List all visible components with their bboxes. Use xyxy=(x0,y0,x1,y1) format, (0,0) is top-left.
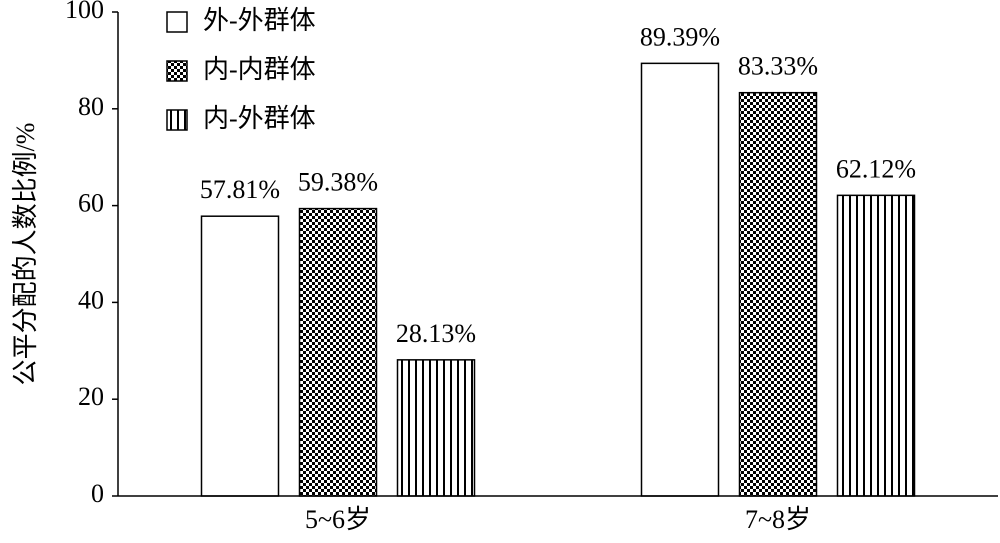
bar xyxy=(200,215,280,497)
value-label: 62.12% xyxy=(836,154,916,183)
bar xyxy=(640,62,720,497)
y-axis-label: 公平分配的人数比例/% xyxy=(11,123,40,386)
y-tick-label: 0 xyxy=(91,479,104,508)
y-tick-label: 100 xyxy=(65,0,104,24)
value-label: 59.38% xyxy=(298,168,378,197)
bar xyxy=(396,359,476,497)
value-label: 57.81% xyxy=(200,175,280,204)
x-tick-label: 5~6岁 xyxy=(305,505,371,534)
legend-swatch xyxy=(166,60,188,82)
bar xyxy=(738,91,818,497)
legend-label: 外-外群体 xyxy=(203,6,316,35)
x-tick-label: 7~8岁 xyxy=(745,505,811,534)
legend-label: 内-内群体 xyxy=(203,55,316,84)
y-tick-label: 40 xyxy=(78,285,104,314)
legend-swatch xyxy=(166,11,188,33)
value-label: 89.39% xyxy=(640,22,720,51)
value-label: 83.33% xyxy=(738,52,818,81)
legend-swatch xyxy=(166,109,188,131)
bar xyxy=(836,194,916,497)
y-tick-label: 60 xyxy=(78,189,104,218)
legend-label: 内-外群体 xyxy=(203,104,316,133)
y-tick-label: 20 xyxy=(78,382,104,411)
bar xyxy=(298,207,378,497)
value-label: 28.13% xyxy=(396,319,476,348)
y-tick-label: 80 xyxy=(78,92,104,121)
